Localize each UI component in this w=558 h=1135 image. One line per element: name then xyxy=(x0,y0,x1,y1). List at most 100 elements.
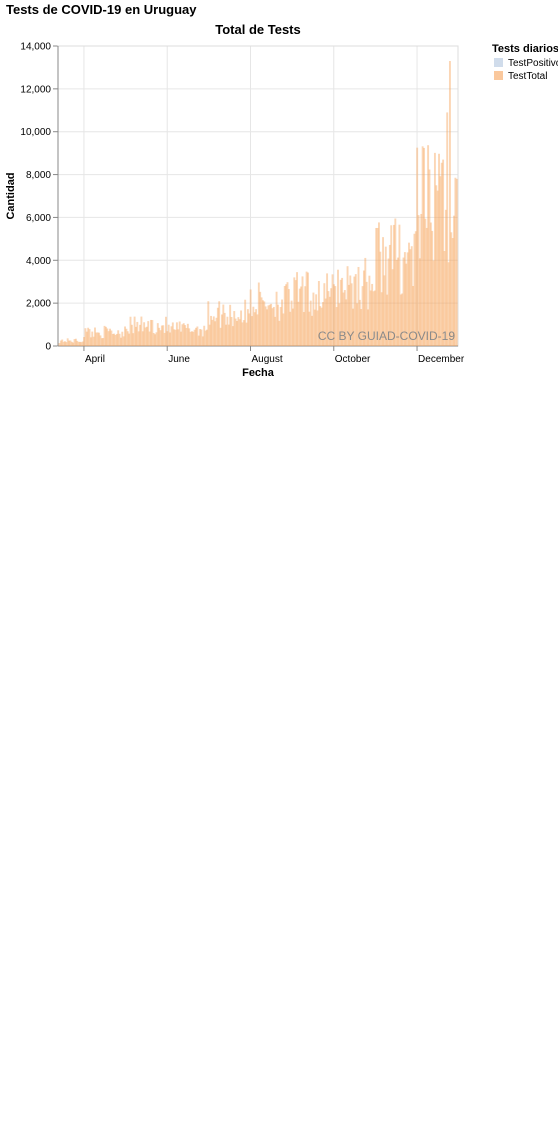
bar-testtotal xyxy=(106,328,109,346)
bar-testtotal xyxy=(387,258,390,346)
bar-daily-proportion xyxy=(251,1079,253,1092)
bar-testtotal xyxy=(447,262,450,346)
bar-daily-proportion xyxy=(312,1065,315,1092)
bar-daily-proportion xyxy=(151,1069,154,1092)
bar-daily-proportion xyxy=(115,1059,118,1092)
bar-daily-proportion xyxy=(272,1075,275,1092)
bar-testtotal xyxy=(272,306,275,346)
bar-daily-proportion xyxy=(282,1080,285,1092)
bar-testtotal xyxy=(335,307,338,346)
bar-daily-proportion xyxy=(454,918,457,1092)
bar-testtotal xyxy=(154,334,157,346)
bar-testtotal xyxy=(320,307,323,346)
bar-testtotal xyxy=(341,277,344,346)
bar-testtotal xyxy=(352,308,354,346)
bar-testtotal xyxy=(334,286,337,346)
bar-daily-proportion xyxy=(264,1084,267,1092)
bar-testtotal xyxy=(76,340,79,346)
bar-daily-proportion xyxy=(304,1061,307,1092)
bar-testtotal xyxy=(110,330,113,346)
bar-daily-proportion xyxy=(242,1057,245,1092)
x-tick-label: August xyxy=(251,354,282,365)
bar-testtotal xyxy=(342,292,345,346)
bar-testtotal xyxy=(185,327,188,346)
y-tick-label: 10,000 xyxy=(20,127,51,138)
bar-testtotal xyxy=(137,331,140,346)
bar-testtotal xyxy=(427,145,430,346)
bar-daily-proportion xyxy=(134,1050,137,1092)
bar-testtotal xyxy=(346,266,349,346)
bar-testtotal xyxy=(429,222,432,346)
bar-testtotal xyxy=(229,304,232,346)
bar-testtotal xyxy=(81,341,84,346)
bar-daily-proportion xyxy=(446,922,449,1092)
bar-testtotal xyxy=(186,323,189,346)
bar-testtotal xyxy=(268,304,271,346)
bar-daily-proportion xyxy=(87,939,90,1092)
bar-testtotal xyxy=(375,227,378,346)
bar-daily-proportion xyxy=(403,1047,406,1092)
bar-daily-proportion xyxy=(379,1058,382,1092)
bar-testtotal xyxy=(160,325,163,346)
bar-testtotal xyxy=(448,61,451,346)
bar-testtotal xyxy=(100,338,103,346)
bar-testtotal xyxy=(451,238,454,346)
bar-testtotal xyxy=(270,303,273,346)
bar-testtotal xyxy=(343,290,346,346)
bar-daily-proportion xyxy=(341,1074,344,1092)
bar-daily-proportion xyxy=(186,1086,189,1092)
bar-testtotal xyxy=(406,252,409,346)
bar-testtotal xyxy=(144,327,147,346)
bar-testtotal xyxy=(66,338,69,346)
bar-testtotal xyxy=(302,312,305,346)
bar-daily-proportion xyxy=(413,1009,416,1092)
bar-daily-proportion xyxy=(364,1071,367,1092)
bar-testtotal xyxy=(401,293,404,346)
bar-testtotal xyxy=(287,289,290,346)
bar-testtotal xyxy=(433,152,436,346)
bar-daily-proportion xyxy=(223,1083,226,1092)
bar-testtotal xyxy=(87,327,90,346)
bar-daily-proportion xyxy=(290,1073,293,1092)
bar-daily-proportion xyxy=(297,1078,300,1092)
bar-daily-proportion xyxy=(451,849,454,1092)
bar-daily-proportion xyxy=(414,1016,417,1092)
bar-testtotal xyxy=(307,272,309,346)
bar-testtotal xyxy=(178,321,181,346)
bar-testtotal xyxy=(167,324,170,346)
legend-label: TestTotal xyxy=(508,71,547,82)
legend-swatch xyxy=(494,58,503,67)
bar-testtotal xyxy=(367,309,369,346)
bar-daily-proportion xyxy=(150,1068,152,1092)
bar-daily-proportion xyxy=(409,1007,412,1092)
bar-daily-proportion xyxy=(287,1075,290,1092)
bar-testtotal xyxy=(397,257,400,346)
y-tick-label: 14,000 xyxy=(20,42,51,53)
bar-daily-proportion xyxy=(89,970,92,1092)
y-tick-label: 400 xyxy=(34,608,51,619)
bar-daily-proportion xyxy=(154,1058,157,1092)
bar-testtotal xyxy=(444,209,447,346)
bar-daily-proportion xyxy=(352,1056,354,1092)
bar-daily-proportion xyxy=(443,907,446,1092)
bar-testtotal xyxy=(182,323,185,346)
bar-daily-proportion xyxy=(130,1063,133,1092)
bar-testtotal xyxy=(94,327,96,346)
bar-testtotal xyxy=(188,328,191,346)
bar-daily-proportion xyxy=(201,1062,204,1092)
bar-testtotal xyxy=(69,340,72,346)
legend-swatch xyxy=(494,71,503,80)
bar-testtotal xyxy=(453,215,455,346)
bar-daily-proportion xyxy=(360,1044,363,1092)
bar-daily-proportion xyxy=(248,1077,251,1092)
bar-testtotal xyxy=(200,329,203,346)
bar-testtotal xyxy=(353,276,356,346)
bar-testtotal xyxy=(301,276,304,346)
bar-daily-proportion xyxy=(436,958,439,1092)
bar-daily-proportion xyxy=(393,1019,395,1092)
bar-testtotal xyxy=(203,325,206,346)
bar-daily-proportion xyxy=(203,1066,206,1092)
bar-testtotal xyxy=(119,337,122,346)
bar-daily-proportion xyxy=(399,1046,402,1092)
bar-daily-proportion xyxy=(367,1071,369,1092)
